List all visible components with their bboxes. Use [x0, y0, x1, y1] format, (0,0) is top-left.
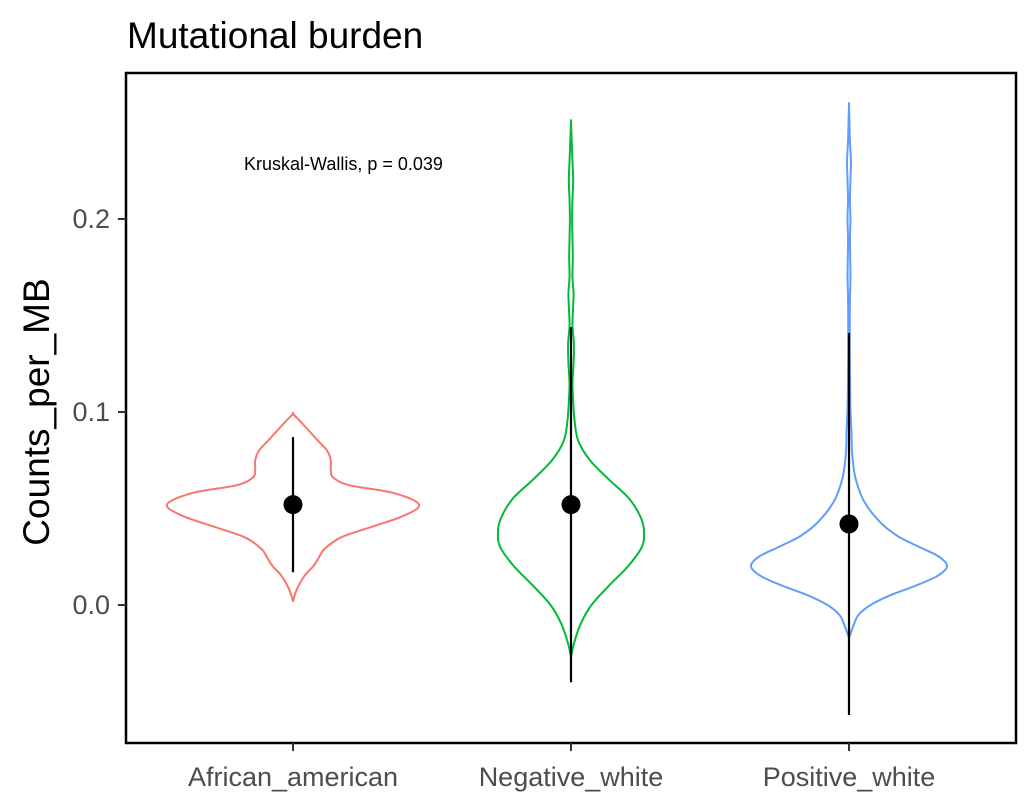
chart-title: Mutational burden	[127, 15, 423, 56]
kruskal-wallis-annotation: Kruskal-Wallis, p = 0.039	[244, 154, 443, 174]
mean-point-negative-white	[561, 495, 581, 515]
violin-positive-white	[750, 101, 948, 639]
violins	[165, 101, 948, 659]
y-tick-label: 0.2	[72, 204, 110, 234]
x-tick-label: Negative_white	[479, 762, 664, 792]
mean-point-african-american	[283, 495, 303, 515]
y-tick-label: 0.0	[72, 590, 110, 620]
x-tick-label: Positive_white	[763, 762, 936, 792]
x-tick-label: African_american	[188, 762, 398, 792]
x-axis: African_american Negative_white Positive_w…	[188, 743, 935, 792]
y-axis-label: Counts_per_MB	[16, 278, 57, 545]
violin-african-american	[165, 411, 421, 603]
violin-negative-white	[496, 119, 646, 659]
mean-point-positive-white	[839, 514, 859, 534]
y-axis: 0.0 0.1 0.2	[72, 204, 126, 620]
summary-stats	[283, 327, 859, 716]
y-tick-label: 0.1	[72, 397, 110, 427]
